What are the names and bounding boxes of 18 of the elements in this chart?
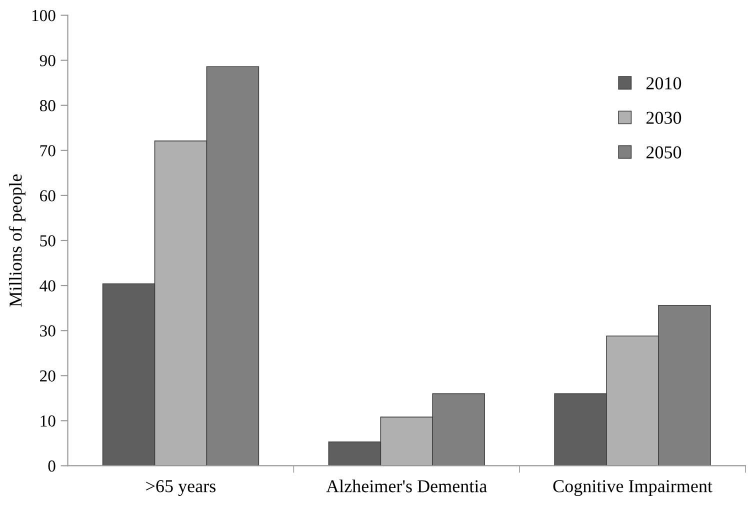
y-tick-label: 20 (40, 370, 56, 382)
y-tick-label: 0 (48, 460, 56, 472)
y-tick-label: 80 (40, 100, 56, 112)
y-tick-label: 50 (40, 235, 56, 246)
legend-label: 2010 (646, 77, 682, 90)
y-tick-label: 10 (40, 415, 56, 427)
x-tick-label: >65 years (146, 480, 216, 496)
y-tick-label: 60 (40, 190, 56, 202)
x-tick-label: Cognitive Impairment (553, 480, 712, 496)
y-axis-title: Millions of people (8, 174, 26, 307)
y-tick-label: 40 (40, 280, 56, 292)
y-tick-label: 100 (32, 10, 56, 22)
y-tick-label: 30 (40, 325, 56, 337)
y-tick-label: 90 (40, 55, 56, 66)
legend-label: 2030 (646, 112, 682, 124)
x-tick-label: Alzheimer's Dementia (326, 480, 487, 492)
legend-label: 2050 (646, 146, 682, 158)
y-tick-label: 70 (40, 145, 56, 156)
